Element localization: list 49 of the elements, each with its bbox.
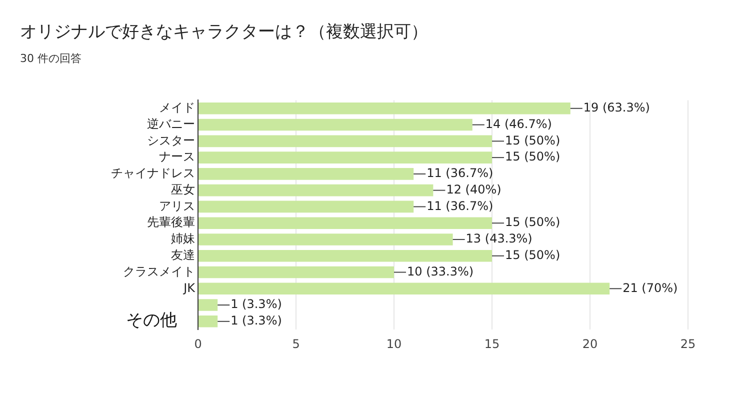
bar bbox=[198, 316, 218, 328]
bar bbox=[198, 118, 472, 131]
data-label: 14 (46.7%) bbox=[485, 116, 552, 131]
data-label: 15 (50%) bbox=[505, 215, 560, 230]
x-tick-label: 25 bbox=[680, 336, 696, 351]
bar bbox=[198, 234, 453, 246]
y-tick-label: ナース bbox=[159, 150, 195, 164]
data-label: 1 (3.3%) bbox=[230, 314, 282, 328]
y-tick-label: メイド bbox=[159, 100, 195, 115]
chart-title: オリジナルで好きなキャラクターは？（複数選択可） bbox=[20, 21, 428, 43]
x-tick-label: 10 bbox=[386, 336, 402, 351]
bar bbox=[198, 168, 414, 180]
data-label: 15 (50%) bbox=[505, 133, 560, 148]
y-tick-label: 先輩後輩 bbox=[147, 215, 195, 230]
x-tick-label: 5 bbox=[292, 336, 300, 351]
bar bbox=[198, 217, 492, 229]
data-label: 15 (50%) bbox=[505, 248, 560, 262]
bar bbox=[198, 282, 610, 295]
bar bbox=[198, 200, 414, 213]
x-tick-label: 15 bbox=[484, 336, 500, 351]
data-label: 11 (36.7%) bbox=[426, 166, 494, 180]
bar bbox=[198, 135, 492, 148]
data-label: 1 (3.3%) bbox=[230, 297, 282, 312]
x-tick-label: 0 bbox=[194, 336, 202, 351]
y-tick-label: 巫女 bbox=[171, 182, 195, 196]
bar bbox=[198, 299, 218, 311]
text: その他 bbox=[126, 310, 177, 331]
text: 30 件の回答 bbox=[20, 51, 82, 66]
data-label: 15 (50%) bbox=[505, 150, 560, 164]
y-tick-label: 逆バニー bbox=[147, 116, 195, 131]
bar bbox=[198, 152, 492, 164]
y-tick-label: 友達 bbox=[171, 248, 195, 262]
data-label: 13 (43.3%) bbox=[466, 232, 532, 246]
y-tick-label: シスター bbox=[147, 133, 195, 148]
y-tick-label: チャイナドレス bbox=[111, 166, 195, 180]
bar bbox=[198, 266, 394, 278]
y-tick-label: アリス bbox=[159, 198, 195, 213]
bar bbox=[198, 102, 570, 114]
bar bbox=[198, 250, 492, 262]
data-label: 10 (33.3%) bbox=[407, 264, 474, 278]
data-label: 21 (70%) bbox=[622, 280, 678, 295]
y-tick-label: クラスメイト bbox=[123, 264, 195, 278]
data-label: 11 (36.7%) bbox=[426, 198, 494, 213]
y-tick-label: JK bbox=[182, 280, 196, 295]
x-tick-label: 20 bbox=[582, 336, 598, 351]
data-label: 12 (40%) bbox=[446, 182, 502, 196]
data-label: 19 (63.3%) bbox=[583, 100, 650, 115]
y-tick-label: 姉妹 bbox=[171, 232, 195, 246]
bar bbox=[198, 184, 434, 196]
